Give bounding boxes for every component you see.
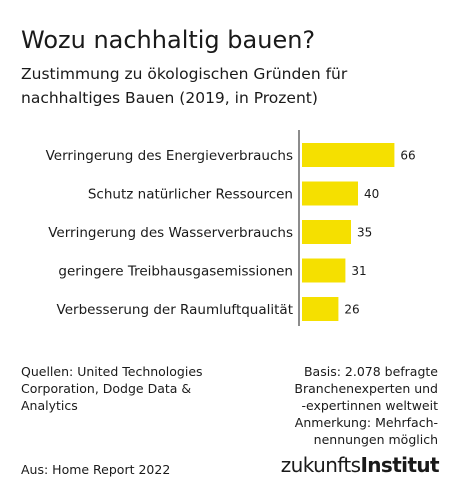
logo-regular: zukunfts (280, 453, 361, 477)
chart-subtitle: Zustimmung zu ökologischen Gründen für n… (21, 65, 348, 107)
basis-note: Basis: 2.078 befragte Branchenexperten u… (294, 364, 438, 447)
chart-title: Wozu nachhaltig bauen? (21, 26, 316, 54)
zukunftsinstitut-logo: zukunftsInstitut (280, 453, 440, 477)
value-label: 66 (400, 149, 415, 163)
value-label: 40 (364, 187, 379, 201)
value-label: 26 (344, 303, 359, 317)
value-label: 31 (351, 264, 366, 278)
category-label: Verringerung des Wasserverbrauchs (48, 225, 293, 241)
credit-line: Aus: Home Report 2022 (21, 462, 171, 477)
bar (302, 220, 351, 244)
logo-bold: Institut (360, 453, 439, 477)
bar (302, 258, 346, 283)
category-label: Verbesserung der Raumluftqualität (57, 302, 293, 318)
bar (302, 143, 395, 167)
value-label: 35 (357, 226, 372, 240)
sources-note: Quellen: United Technologies Corporation… (21, 364, 203, 413)
category-label: geringere Treibhausgasemissionen (58, 264, 293, 280)
bar (302, 181, 358, 206)
category-label: Schutz natürlicher Ressourcen (88, 187, 293, 203)
category-label: Verringerung des Energieverbrauchs (46, 148, 293, 164)
bar (302, 297, 339, 321)
